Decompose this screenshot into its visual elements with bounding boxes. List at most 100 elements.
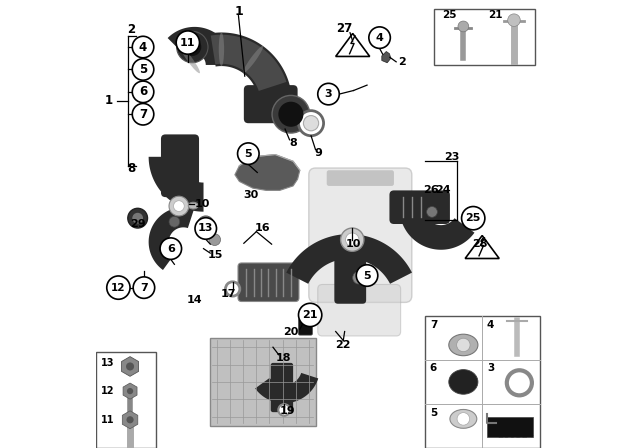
Text: 10: 10 [346, 239, 361, 249]
Text: 260524: 260524 [497, 430, 534, 440]
FancyBboxPatch shape [161, 134, 199, 197]
Polygon shape [255, 373, 318, 403]
Polygon shape [211, 33, 292, 103]
Circle shape [340, 228, 364, 251]
Text: 25: 25 [442, 10, 457, 20]
Circle shape [132, 213, 143, 224]
Text: 5: 5 [364, 271, 371, 280]
Text: 10: 10 [195, 199, 210, 209]
Text: 29: 29 [130, 219, 145, 229]
Polygon shape [168, 27, 233, 65]
Text: 7: 7 [139, 108, 147, 121]
Circle shape [225, 282, 240, 296]
Polygon shape [148, 157, 204, 211]
Text: 2: 2 [398, 57, 406, 67]
Circle shape [127, 416, 134, 423]
Text: 15: 15 [208, 250, 223, 260]
Text: 12: 12 [101, 386, 115, 396]
Text: 21: 21 [488, 10, 502, 20]
FancyBboxPatch shape [425, 316, 540, 448]
FancyBboxPatch shape [435, 9, 535, 65]
Text: 4: 4 [139, 40, 147, 54]
FancyBboxPatch shape [487, 417, 532, 437]
FancyBboxPatch shape [271, 363, 293, 412]
Ellipse shape [180, 46, 200, 73]
Polygon shape [286, 234, 412, 284]
Text: 21: 21 [302, 310, 318, 320]
Text: 8: 8 [289, 138, 297, 148]
FancyBboxPatch shape [298, 319, 312, 335]
Circle shape [356, 265, 378, 286]
Text: 2: 2 [127, 22, 135, 36]
Text: 27: 27 [336, 22, 352, 35]
Circle shape [183, 38, 201, 56]
Polygon shape [465, 236, 499, 258]
Circle shape [458, 21, 468, 32]
Circle shape [107, 276, 130, 299]
Circle shape [195, 218, 216, 239]
Circle shape [173, 201, 184, 211]
Circle shape [303, 116, 319, 131]
Polygon shape [148, 207, 194, 270]
Circle shape [198, 216, 214, 232]
Circle shape [278, 404, 290, 416]
Circle shape [177, 31, 208, 63]
Text: 25: 25 [465, 213, 481, 223]
FancyBboxPatch shape [309, 168, 412, 302]
Text: 6: 6 [139, 85, 147, 99]
FancyBboxPatch shape [238, 263, 299, 302]
Circle shape [278, 102, 303, 127]
Text: 5: 5 [244, 149, 252, 159]
FancyBboxPatch shape [327, 170, 394, 186]
Text: 8: 8 [127, 161, 135, 175]
Text: 9: 9 [315, 148, 323, 158]
Text: 20: 20 [284, 327, 299, 337]
Text: 3: 3 [324, 89, 332, 99]
Text: 6: 6 [167, 244, 175, 254]
Text: 7: 7 [430, 320, 437, 330]
FancyBboxPatch shape [334, 243, 366, 304]
Circle shape [128, 208, 148, 228]
FancyBboxPatch shape [96, 352, 157, 448]
Polygon shape [382, 52, 391, 63]
Circle shape [133, 277, 155, 298]
Circle shape [346, 233, 359, 246]
Circle shape [132, 103, 154, 125]
Text: 11: 11 [101, 415, 115, 425]
Text: 23: 23 [444, 152, 460, 162]
Ellipse shape [449, 370, 478, 394]
Ellipse shape [449, 334, 478, 356]
Text: 14: 14 [187, 295, 202, 305]
Text: 18: 18 [275, 353, 291, 363]
Text: 7: 7 [140, 283, 148, 293]
Circle shape [298, 303, 322, 327]
Circle shape [169, 216, 180, 227]
FancyBboxPatch shape [389, 190, 450, 224]
Circle shape [237, 143, 259, 164]
Text: 5: 5 [139, 63, 147, 76]
Circle shape [457, 413, 470, 425]
Circle shape [317, 83, 339, 105]
Text: 3: 3 [487, 363, 494, 373]
Text: 4: 4 [487, 320, 494, 330]
Text: 13: 13 [198, 224, 214, 233]
Circle shape [353, 271, 365, 284]
Text: 1: 1 [104, 94, 113, 108]
Text: 4: 4 [376, 33, 383, 43]
Text: 5: 5 [430, 408, 437, 418]
Text: 11: 11 [180, 38, 196, 47]
Circle shape [132, 36, 154, 58]
Circle shape [272, 95, 310, 133]
Circle shape [176, 31, 200, 54]
Text: 1: 1 [234, 4, 243, 18]
Text: 19: 19 [280, 406, 295, 416]
Circle shape [456, 338, 470, 352]
Text: 17: 17 [220, 289, 236, 299]
Text: 28: 28 [472, 239, 488, 249]
Circle shape [126, 362, 134, 370]
Circle shape [369, 27, 390, 48]
Text: 12: 12 [111, 283, 125, 293]
FancyBboxPatch shape [317, 284, 401, 336]
Ellipse shape [219, 33, 224, 66]
Circle shape [132, 81, 154, 103]
